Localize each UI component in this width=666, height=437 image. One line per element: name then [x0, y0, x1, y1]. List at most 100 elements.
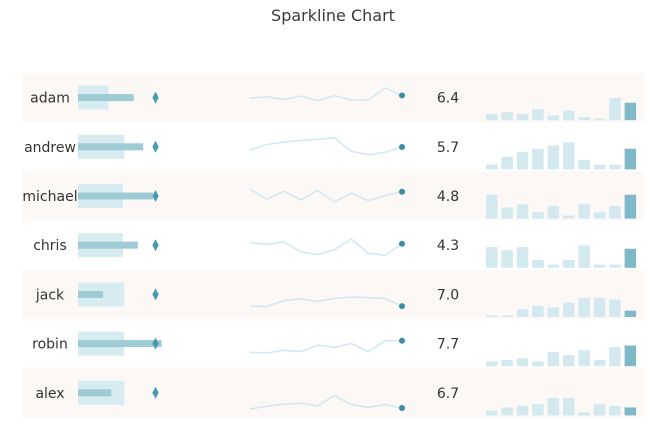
column-bar — [547, 264, 560, 268]
row-value: 6.7 — [437, 386, 459, 402]
sparkline-endpoint — [399, 337, 405, 344]
column-bar — [563, 302, 575, 317]
sparkline-line — [249, 394, 403, 410]
column-bar — [547, 115, 560, 121]
column-bar — [532, 148, 544, 170]
row-name: jack — [35, 287, 65, 303]
row-value: 4.3 — [437, 238, 459, 254]
bullet-bar — [78, 290, 104, 298]
column-bar-last — [624, 194, 637, 219]
column-bar — [578, 159, 590, 170]
column-bar — [593, 297, 606, 317]
column-bar-last — [624, 148, 637, 170]
column-bar — [593, 359, 606, 367]
row-name: adam — [30, 91, 70, 107]
row-value: 5.7 — [437, 140, 459, 156]
column-bar — [547, 205, 560, 219]
column-bar — [501, 250, 513, 268]
column-bar — [563, 215, 575, 219]
bullet-marker — [152, 337, 159, 350]
column-bar — [486, 194, 498, 219]
column-bar — [547, 145, 560, 170]
column-bar — [547, 351, 560, 367]
bullet-bar — [78, 192, 153, 200]
row-value: 7.7 — [437, 337, 459, 353]
column-bar — [563, 397, 575, 416]
column-bar-last — [624, 407, 637, 416]
column-bar — [501, 315, 513, 317]
sparkline-endpoint — [399, 188, 405, 195]
column-bar — [578, 204, 590, 219]
column-bar — [578, 297, 590, 317]
column-bar — [516, 151, 529, 170]
column-bar-last — [624, 248, 637, 268]
bullet-marker — [152, 91, 159, 104]
column-bar — [532, 109, 544, 121]
column-bar — [609, 97, 621, 121]
column-bar — [609, 299, 621, 317]
sparkline-line — [249, 296, 403, 308]
column-bar — [609, 164, 621, 170]
column-bar — [563, 355, 575, 367]
column-bar — [609, 205, 621, 219]
column-bar — [593, 264, 606, 268]
column-bar — [516, 405, 529, 416]
column-bar — [501, 112, 513, 121]
sparkline-endpoint — [399, 92, 405, 99]
column-bar — [486, 247, 498, 268]
column-bar — [563, 142, 575, 170]
bullet-marker — [152, 190, 159, 202]
bullet-bar — [78, 340, 162, 348]
row-value: 7.0 — [437, 287, 459, 303]
column-bar — [516, 247, 529, 268]
column-bar — [578, 245, 590, 268]
column-bar — [609, 347, 621, 367]
column-bar — [532, 404, 544, 416]
bullet-marker — [152, 288, 159, 301]
column-bar — [578, 350, 590, 367]
column-bar — [532, 305, 544, 317]
column-bar — [501, 156, 513, 170]
column-bar — [501, 207, 513, 219]
column-bar — [593, 164, 606, 170]
bullet-marker — [152, 386, 159, 399]
column-bar — [563, 110, 575, 121]
column-bar — [486, 410, 498, 416]
row-name: andrew — [24, 140, 76, 156]
sparkline-endpoint — [399, 144, 405, 151]
sparkline-line — [249, 238, 403, 257]
column-bar — [593, 212, 606, 219]
column-bar — [609, 405, 621, 416]
row-value: 6.4 — [437, 91, 459, 107]
column-bar-last — [624, 310, 637, 317]
column-bar-last — [624, 345, 637, 367]
sparkline-line — [249, 339, 402, 354]
bullet-bar — [78, 389, 112, 397]
column-bar — [563, 259, 575, 268]
row-name: michael — [22, 189, 77, 205]
column-bar — [516, 358, 529, 367]
column-bar — [532, 361, 544, 367]
sparkline-endpoint — [399, 404, 405, 411]
row-name: robin — [32, 337, 68, 353]
column-bar — [593, 118, 606, 121]
column-bar — [516, 309, 529, 317]
column-bar — [486, 361, 498, 367]
column-bar-last — [624, 102, 637, 121]
column-bar — [578, 412, 590, 416]
sparkline-endpoint — [399, 240, 405, 247]
sparkline-line — [249, 87, 403, 102]
column-bar — [516, 204, 529, 219]
bullet-bar — [78, 94, 134, 102]
bullet-bar — [78, 241, 138, 249]
row-name: chris — [33, 238, 67, 254]
row-value: 4.8 — [437, 189, 459, 205]
column-bar — [486, 164, 498, 170]
column-bar — [501, 359, 513, 367]
column-bar — [609, 264, 621, 268]
bullet-marker — [152, 239, 159, 252]
column-bar — [578, 117, 590, 121]
chart-title: Sparkline Chart — [271, 6, 395, 25]
column-bar — [532, 212, 544, 219]
